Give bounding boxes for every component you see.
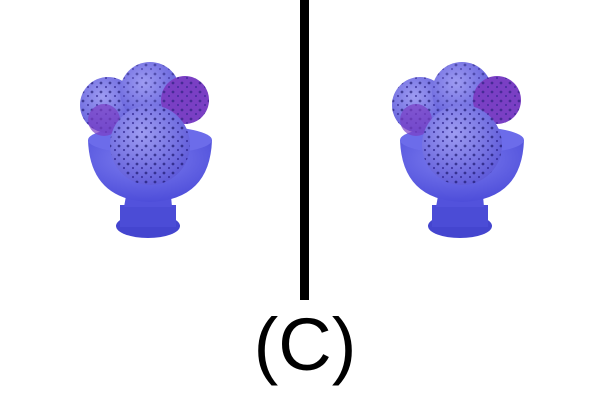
- ice-cream-sundae-icon: [392, 62, 524, 238]
- image-panel-left: [0, 0, 300, 300]
- vertical-divider: [300, 0, 309, 300]
- ice-cream-sundae-icon: [80, 62, 212, 238]
- image-panel-right: [310, 0, 610, 300]
- figure-caption: (C): [253, 303, 357, 386]
